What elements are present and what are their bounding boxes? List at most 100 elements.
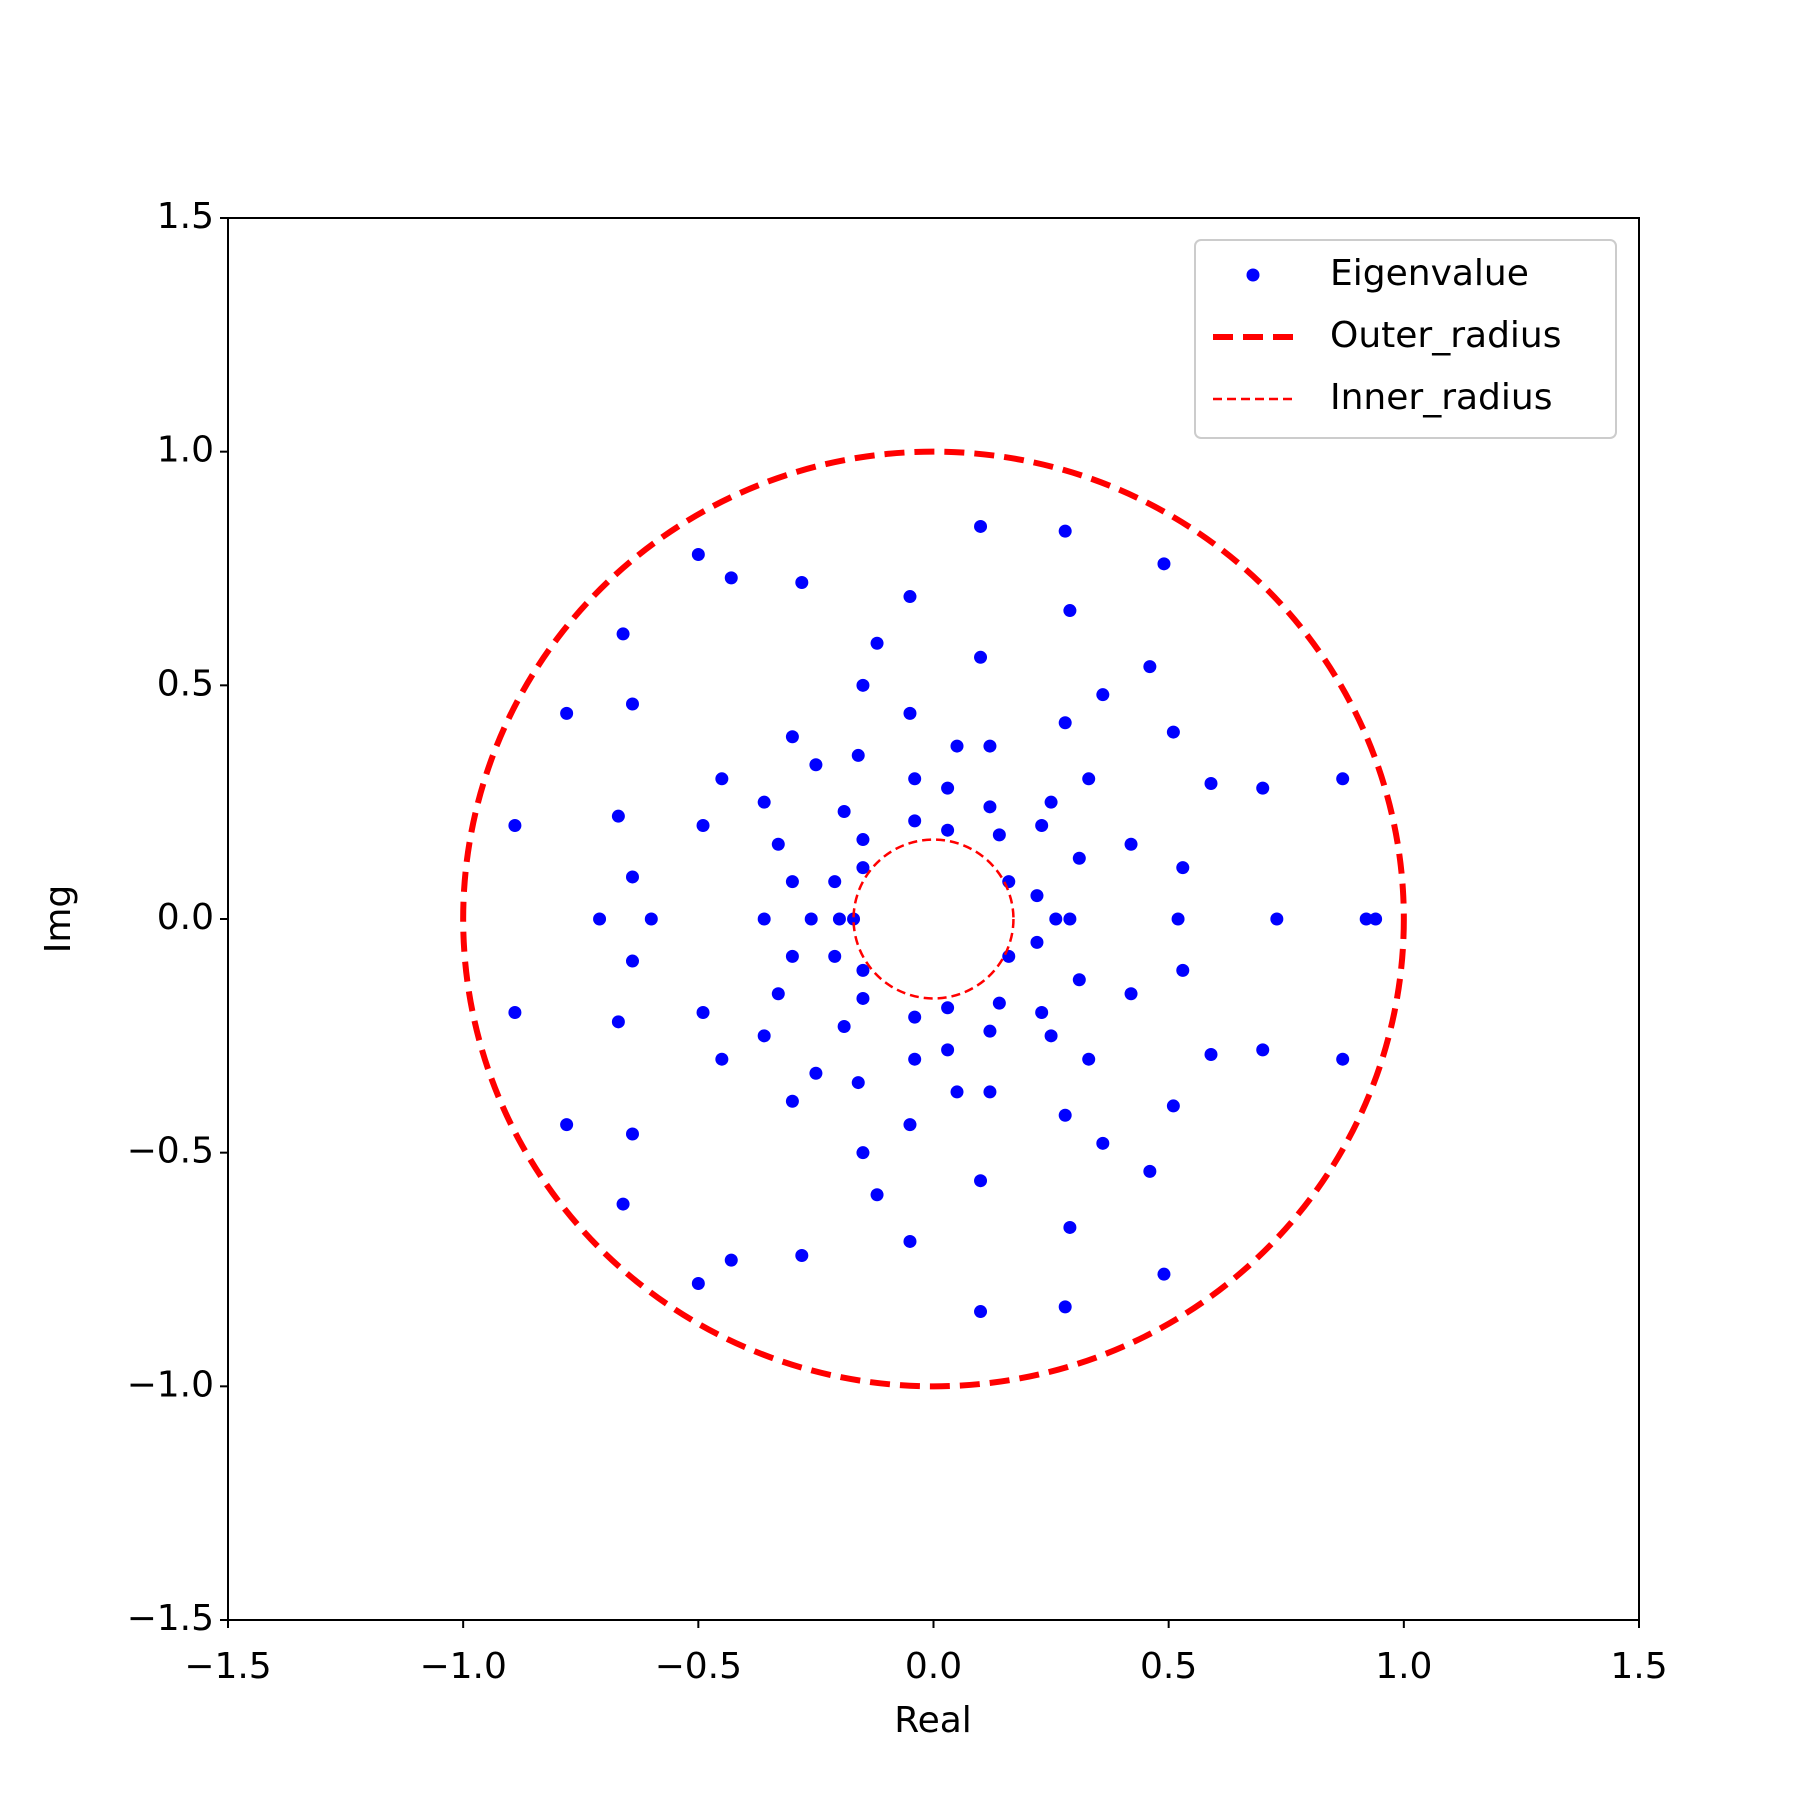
data-point — [625, 954, 639, 968]
y-axis-label: Img — [38, 885, 79, 954]
data-point — [941, 1001, 955, 1015]
y-tick-label: −1.0 — [127, 1364, 214, 1405]
data-point — [828, 875, 842, 889]
data-point — [903, 706, 917, 720]
data-point — [856, 991, 870, 1005]
data-point — [908, 814, 922, 828]
data-point — [1072, 851, 1086, 865]
data-point — [983, 1024, 997, 1038]
data-point — [856, 963, 870, 977]
data-point — [851, 748, 865, 762]
data-point — [625, 1127, 639, 1141]
data-point — [757, 912, 771, 926]
data-point — [1044, 795, 1058, 809]
data-point — [974, 650, 988, 664]
data-point — [1176, 963, 1190, 977]
data-point — [644, 912, 658, 926]
data-point — [560, 1118, 574, 1132]
data-point — [870, 1188, 884, 1202]
data-point — [832, 912, 846, 926]
data-point — [1030, 889, 1044, 903]
data-point — [795, 576, 809, 590]
data-point — [1058, 1108, 1072, 1122]
data-point — [950, 1085, 964, 1099]
data-point — [691, 547, 705, 561]
legend-marker — [1246, 268, 1260, 282]
data-point — [715, 772, 729, 786]
data-point — [804, 912, 818, 926]
data-point — [809, 1066, 823, 1080]
data-point — [625, 870, 639, 884]
x-tick-label: −1.5 — [184, 1646, 271, 1687]
data-point — [983, 739, 997, 753]
data-point — [856, 1146, 870, 1160]
data-point — [809, 758, 823, 772]
x-tick-label: 1.5 — [1610, 1646, 1667, 1687]
data-point — [691, 1277, 705, 1291]
data-point — [974, 1174, 988, 1188]
x-tick-label: 1.0 — [1375, 1646, 1432, 1687]
data-point — [1063, 912, 1077, 926]
data-point — [1166, 725, 1180, 739]
radius-circle — [852, 838, 1015, 1000]
data-point — [1002, 949, 1016, 963]
data-point — [1270, 912, 1284, 926]
data-point — [941, 1043, 955, 1057]
data-point — [611, 1015, 625, 1029]
data-point — [560, 706, 574, 720]
data-point — [611, 809, 625, 823]
x-tick-label: −1.0 — [419, 1646, 506, 1687]
data-point — [1058, 1300, 1072, 1314]
data-point — [625, 697, 639, 711]
data-point — [870, 636, 884, 650]
data-point — [1204, 1048, 1218, 1062]
data-point — [903, 590, 917, 604]
data-point — [1082, 1052, 1096, 1066]
data-point — [1096, 688, 1110, 702]
data-point — [724, 571, 738, 585]
data-point — [941, 781, 955, 795]
data-point — [856, 678, 870, 692]
y-tick-label: 0.0 — [157, 897, 214, 938]
data-point — [757, 1029, 771, 1043]
data-point — [785, 1094, 799, 1108]
data-point — [1124, 987, 1138, 1001]
data-point — [1336, 772, 1350, 786]
data-point — [1256, 1043, 1270, 1057]
data-point — [696, 819, 710, 833]
x-tick-label: 0.5 — [1140, 1646, 1197, 1687]
y-tick-label: 1.5 — [157, 196, 214, 237]
data-point — [992, 996, 1006, 1010]
data-point — [593, 912, 607, 926]
data-point — [1369, 912, 1383, 926]
x-tick-label: 0.0 — [905, 1646, 962, 1687]
data-point — [1143, 660, 1157, 674]
y-tick-label: −1.5 — [127, 1598, 214, 1639]
data-point — [795, 1248, 809, 1262]
data-point — [724, 1253, 738, 1267]
data-point — [715, 1052, 729, 1066]
data-point — [1166, 1099, 1180, 1113]
data-point — [1058, 716, 1072, 730]
data-point — [837, 805, 851, 819]
data-point — [983, 1085, 997, 1099]
data-point — [837, 1019, 851, 1033]
data-point — [785, 730, 799, 744]
data-point — [1204, 776, 1218, 790]
data-point — [1359, 912, 1373, 926]
data-point — [1096, 1136, 1110, 1150]
y-tick-label: 1.0 — [157, 430, 214, 471]
data-point — [856, 861, 870, 875]
data-point — [1072, 973, 1086, 987]
data-point — [1143, 1164, 1157, 1178]
data-point — [696, 1005, 710, 1019]
data-point — [950, 739, 964, 753]
data-point — [1124, 837, 1138, 851]
data-point — [908, 1010, 922, 1024]
data-point — [908, 772, 922, 786]
data-point — [974, 519, 988, 533]
data-point — [785, 949, 799, 963]
data-point — [1171, 912, 1185, 926]
data-point — [1035, 1005, 1049, 1019]
